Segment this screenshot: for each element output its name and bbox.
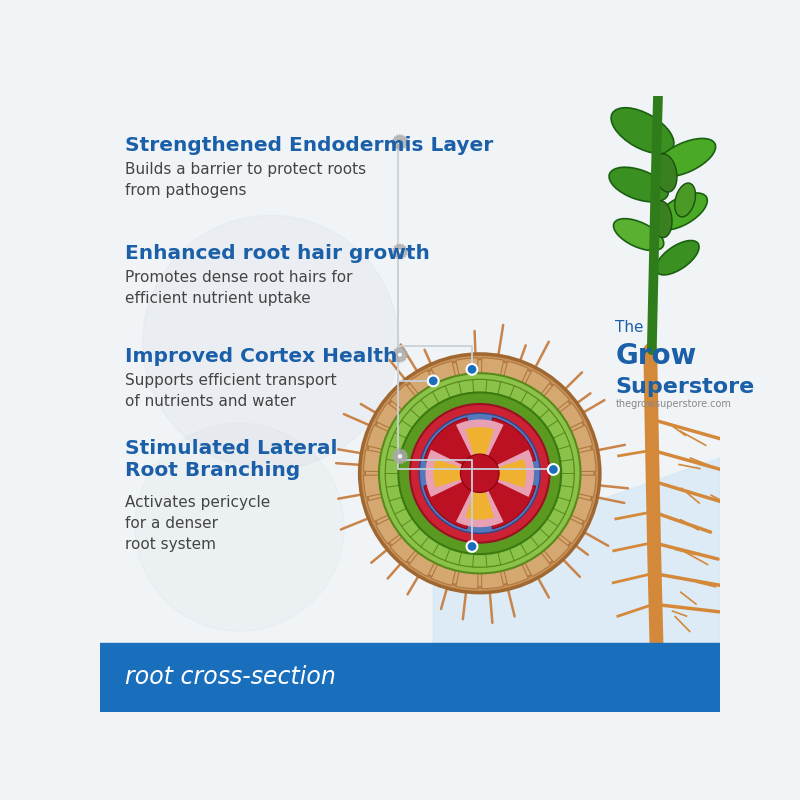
Wedge shape <box>578 450 596 471</box>
Polygon shape <box>392 244 408 259</box>
Wedge shape <box>390 384 415 410</box>
Wedge shape <box>482 571 504 589</box>
Text: Strengthened Endodermis Layer: Strengthened Endodermis Layer <box>125 136 493 155</box>
Wedge shape <box>544 537 570 562</box>
Text: Improved Cortex Health: Improved Cortex Health <box>125 347 397 366</box>
Wedge shape <box>363 475 381 497</box>
Wedge shape <box>480 450 534 497</box>
Wedge shape <box>571 498 593 522</box>
Text: Builds a barrier to protect roots
from pathogens: Builds a barrier to protect roots from p… <box>125 162 366 198</box>
Wedge shape <box>409 370 434 394</box>
Text: The: The <box>615 319 644 334</box>
Circle shape <box>397 352 403 358</box>
Wedge shape <box>363 450 381 471</box>
Wedge shape <box>434 459 480 487</box>
Wedge shape <box>431 361 456 382</box>
Circle shape <box>410 404 550 542</box>
Wedge shape <box>504 564 528 586</box>
Wedge shape <box>367 498 388 522</box>
Circle shape <box>466 541 478 552</box>
Wedge shape <box>456 571 478 589</box>
Wedge shape <box>571 425 593 450</box>
Wedge shape <box>456 419 503 474</box>
Text: root cross-section: root cross-section <box>125 666 336 690</box>
Circle shape <box>397 139 403 145</box>
Wedge shape <box>424 418 480 474</box>
Ellipse shape <box>614 218 664 250</box>
Wedge shape <box>424 474 480 529</box>
Polygon shape <box>392 134 408 150</box>
Ellipse shape <box>611 108 674 154</box>
Wedge shape <box>525 370 550 394</box>
Wedge shape <box>578 475 596 497</box>
Wedge shape <box>390 537 415 562</box>
Wedge shape <box>560 403 583 428</box>
Wedge shape <box>544 384 570 410</box>
Circle shape <box>548 464 558 475</box>
Wedge shape <box>431 564 456 586</box>
Ellipse shape <box>654 138 716 177</box>
Circle shape <box>379 373 581 574</box>
Ellipse shape <box>654 154 677 192</box>
Text: Supports efficient transport
of nutrients and water: Supports efficient transport of nutrient… <box>125 373 337 409</box>
Circle shape <box>466 364 478 374</box>
Wedge shape <box>466 427 494 474</box>
Circle shape <box>365 359 594 587</box>
Ellipse shape <box>609 167 668 202</box>
Wedge shape <box>466 474 494 519</box>
Wedge shape <box>376 518 400 544</box>
Circle shape <box>142 215 398 470</box>
Polygon shape <box>100 642 720 712</box>
Wedge shape <box>560 518 583 544</box>
Ellipse shape <box>655 193 707 230</box>
Wedge shape <box>482 358 504 375</box>
Circle shape <box>397 249 403 254</box>
Circle shape <box>419 414 540 534</box>
Wedge shape <box>376 403 400 428</box>
Ellipse shape <box>674 183 695 217</box>
Circle shape <box>135 423 344 631</box>
Text: Grow: Grow <box>615 342 697 370</box>
Wedge shape <box>367 425 388 450</box>
Text: Superstore: Superstore <box>615 377 754 397</box>
Text: Enhanced root hair growth: Enhanced root hair growth <box>125 244 430 263</box>
Wedge shape <box>456 358 478 375</box>
Ellipse shape <box>652 201 672 238</box>
Wedge shape <box>480 474 536 529</box>
Wedge shape <box>504 361 528 382</box>
Polygon shape <box>392 449 408 464</box>
Wedge shape <box>480 418 536 474</box>
Ellipse shape <box>656 241 699 275</box>
Circle shape <box>461 454 499 493</box>
Circle shape <box>397 454 403 459</box>
Circle shape <box>398 393 561 554</box>
Text: thegrowsuperstore.com: thegrowsuperstore.com <box>615 399 731 409</box>
Text: Activates pericycle
for a denser
root system: Activates pericycle for a denser root sy… <box>125 495 270 552</box>
Wedge shape <box>456 474 503 527</box>
Text: Stimulated Lateral
Root Branching: Stimulated Lateral Root Branching <box>125 439 338 481</box>
Wedge shape <box>426 450 480 497</box>
Polygon shape <box>392 347 408 362</box>
Text: Promotes dense root hairs for
efficient nutrient uptake: Promotes dense root hairs for efficient … <box>125 270 352 306</box>
Circle shape <box>360 354 600 593</box>
Polygon shape <box>434 458 720 712</box>
Wedge shape <box>525 553 550 577</box>
Circle shape <box>428 375 438 386</box>
Wedge shape <box>480 459 526 487</box>
Wedge shape <box>409 553 434 577</box>
